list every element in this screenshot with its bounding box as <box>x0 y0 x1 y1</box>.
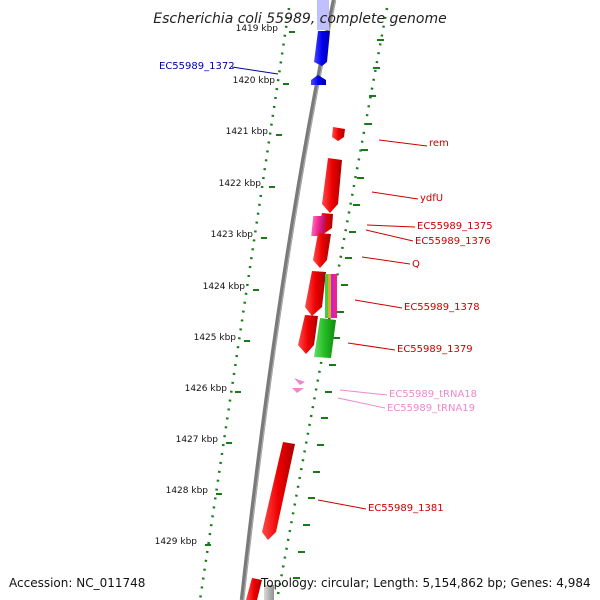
gene-feature-bottom-grey <box>264 585 274 600</box>
gene-leader-line <box>378 139 428 147</box>
map-slice-band <box>241 0 352 600</box>
gene-label[interactable]: rem <box>429 138 449 149</box>
gene-label[interactable]: EC55989_1381 <box>368 503 444 514</box>
outer-dotted-track <box>275 7 389 600</box>
kbp-tick-label: 1424 kbp <box>203 282 246 292</box>
topology-text: Topology: circular; Length: 5,154,862 bp… <box>260 576 591 590</box>
gene-label[interactable]: EC55989_1375 <box>417 221 493 232</box>
gene-leader-line <box>361 256 411 265</box>
gene-label[interactable]: ydfU <box>420 193 443 204</box>
kbp-tick-label: 1423 kbp <box>211 230 254 240</box>
gene-feature-1381 <box>262 442 295 540</box>
gene-feature-1376 <box>311 216 327 236</box>
kbp-ticks: 1419 kbp 1420 kbp 1421 kbp 1422 kbp 1423 kbp… <box>155 24 384 579</box>
gene-label[interactable]: EC55989_1372 <box>159 61 235 72</box>
gene-feature-1372a <box>314 31 330 66</box>
kbp-tick-label: 1428 kbp <box>166 486 209 496</box>
gene-label[interactable]: EC55989_tRNA18 <box>389 389 477 400</box>
gene-feature-tRNA19 <box>292 388 304 393</box>
inner-dotted-track <box>198 7 291 600</box>
genome-title: Escherichia coli 55989, complete genome <box>153 11 446 27</box>
accession-text: Accession: NC_011748 <box>9 576 145 590</box>
kbp-tick-label: 1420 kbp <box>233 76 276 86</box>
gene-leader-line <box>231 66 279 75</box>
gene-label[interactable]: EC55989_1378 <box>404 302 480 313</box>
gene-feature-Q <box>313 233 331 268</box>
gene-feature-1379 <box>298 315 318 354</box>
gene-feature-1379-green <box>314 318 336 358</box>
gene-leader-line <box>354 299 403 309</box>
gene-feature-tRNA18 <box>294 378 305 385</box>
gene-feature-1372 <box>311 75 326 85</box>
gene-label[interactable]: EC55989_1379 <box>397 344 473 355</box>
gene-leader-line <box>371 191 419 200</box>
gene-feature-ydfU <box>322 158 342 213</box>
gene-feature-1378-stripe-b <box>328 274 331 318</box>
kbp-tick-label: 1419 kbp <box>236 24 279 34</box>
gene-feature-1378-stripe-d <box>334 274 337 318</box>
kbp-tick-label: 1422 kbp <box>219 179 262 189</box>
gene-leader-line <box>366 224 416 228</box>
gene-feature-top-light <box>317 0 329 30</box>
gene-leader-line <box>365 229 414 242</box>
genome-backbone <box>239 0 337 600</box>
kbp-tick-label: 1421 kbp <box>226 127 269 137</box>
gene-leader-line <box>339 389 388 396</box>
gene-leader-line <box>347 342 396 351</box>
gene-feature-1378 <box>305 271 326 316</box>
gene-label[interactable]: EC55989_tRNA19 <box>387 403 475 414</box>
gene-features <box>246 0 345 600</box>
gene-leader-line <box>337 397 386 409</box>
kbp-tick-label: 1426 kbp <box>185 384 228 394</box>
gene-feature-bottom-red <box>246 578 262 600</box>
kbp-tick-label: 1429 kbp <box>155 537 198 547</box>
gene-feature-1378-stripe-c <box>331 274 334 318</box>
gene-label[interactable]: Q <box>412 259 420 270</box>
gene-label[interactable]: EC55989_1376 <box>415 236 491 247</box>
gene-feature-1378-stripe-a <box>325 274 328 318</box>
gene-leader-line <box>317 499 367 510</box>
genome-backbone-highlight <box>243 0 336 600</box>
gene-feature-rem <box>332 127 345 141</box>
kbp-tick-label: 1427 kbp <box>176 435 219 445</box>
kbp-tick-label: 1425 kbp <box>194 333 237 343</box>
